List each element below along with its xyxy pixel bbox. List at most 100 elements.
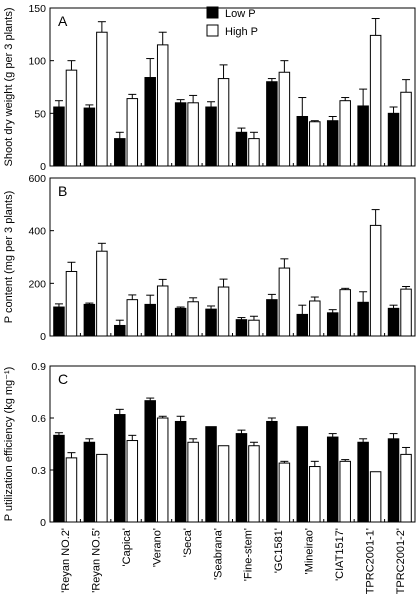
bar-high-p — [217, 445, 230, 523]
bar-high-p — [65, 270, 78, 337]
bar-low-p — [326, 312, 339, 337]
bar-low-p — [235, 131, 248, 167]
bar-high-p — [126, 299, 139, 337]
bar-low-p — [205, 308, 217, 337]
bar-low-p — [144, 400, 156, 523]
bar-high-p — [156, 417, 169, 523]
bar-high-p — [217, 78, 230, 167]
bar-low-p — [266, 299, 278, 337]
bar-low-p — [357, 441, 369, 523]
bar-high-p — [126, 98, 139, 167]
category-label: 'Verano' — [151, 528, 163, 567]
y-tick-label: 0 — [40, 331, 46, 343]
panel-b: 0 200 400 600 B P content (mg per 3 plants) — [3, 173, 416, 343]
bar-high-p — [309, 466, 321, 523]
bar-high-p — [248, 445, 260, 523]
bar-high-p — [369, 224, 382, 337]
bar-low-p — [114, 138, 126, 167]
bar-low-p — [235, 433, 248, 523]
panel-a: 0 50 100 150 A Shoot dry weight (g per 3 plan… — [3, 3, 416, 173]
bar-high-p — [400, 288, 412, 337]
category-label: 'Mineirao' — [304, 528, 316, 574]
legend: Low P High P — [206, 6, 258, 38]
bar-low-p — [144, 77, 156, 167]
bar-high-p — [187, 102, 199, 167]
category-label: 'Reyan NO.2' — [60, 528, 72, 593]
bar-high-p — [96, 31, 108, 167]
category-label: 'Reyan NO.5' — [91, 528, 103, 593]
bar-low-p — [266, 81, 278, 167]
bar-high-p — [126, 440, 139, 523]
category-label: 'TPRC2001-2' — [395, 528, 407, 594]
bar-high-p — [278, 462, 291, 523]
y-tick-label: 0.6 — [31, 413, 46, 425]
y-tick-label: 0.9 — [31, 361, 46, 373]
bar-low-p — [83, 441, 96, 523]
bar-high-p — [156, 285, 169, 337]
bar-low-p — [53, 106, 65, 167]
category-axis-labels: 'Reyan NO.2' 'Reyan NO.5' 'Capica' 'Verano'… — [60, 528, 407, 594]
panel-label: C — [58, 371, 68, 387]
y-tick-label: 0 — [40, 517, 46, 529]
bar-high-p — [187, 301, 199, 337]
bar-low-p — [357, 105, 369, 167]
bar-low-p — [296, 115, 309, 167]
bar-high-p — [339, 289, 351, 337]
y-tick-label: 150 — [28, 3, 46, 15]
category-label: 'TPRC2001-1' — [364, 528, 376, 594]
y-tick-label: 400 — [28, 226, 46, 238]
panel-c: 0 0.3 0.6 0.9 C P utilization efficiency (kg … — [3, 361, 416, 529]
bar-low-p — [174, 307, 187, 337]
bar-high-p — [187, 441, 199, 523]
bar-high-p — [309, 300, 321, 337]
bar-high-p — [400, 453, 412, 523]
bar-high-p — [369, 471, 382, 523]
y-tick-label: 0 — [40, 161, 46, 173]
bar-high-p — [339, 100, 351, 167]
bar-high-p — [400, 91, 412, 167]
bar-high-p — [65, 69, 78, 167]
y-tick-label: 600 — [28, 173, 46, 185]
y-axis-title: P utilization efficiency (kg mg⁻¹) — [3, 367, 15, 522]
panel-label: B — [58, 183, 67, 199]
panel-label: A — [58, 13, 68, 29]
bar-high-p — [156, 44, 169, 167]
y-tick-label: 100 — [28, 56, 46, 68]
y-tick-label: 200 — [28, 278, 46, 290]
y-axis-title: Shoot dry weight (g per 3 plants) — [3, 8, 15, 167]
bar-low-p — [235, 319, 248, 337]
bar-low-p — [83, 303, 96, 337]
category-label: 'Fine-stem' — [243, 528, 255, 581]
bar-high-p — [248, 138, 260, 167]
bar-high-p — [369, 34, 382, 167]
bar-low-p — [144, 303, 156, 337]
bar-low-p — [387, 307, 400, 337]
bar-low-p — [326, 436, 339, 523]
category-label: 'CIAT1517' — [334, 528, 346, 581]
bar-low-p — [53, 434, 65, 523]
legend-swatch-high-p — [206, 24, 219, 37]
y-tick-label: 50 — [34, 108, 46, 120]
bar-low-p — [83, 107, 96, 167]
bar-high-p — [339, 460, 351, 523]
y-axis-title: P content (mg per 3 plants) — [3, 191, 15, 323]
bar-high-p — [96, 250, 108, 337]
bar-high-p — [278, 267, 291, 337]
bar-high-p — [309, 121, 321, 167]
bar-high-p — [217, 286, 230, 337]
category-label: 'Seabrana' — [212, 528, 224, 580]
bar-high-p — [96, 453, 108, 523]
y-tick-label: 0.3 — [31, 465, 46, 477]
bar-low-p — [387, 112, 400, 167]
bar-low-p — [205, 426, 217, 523]
category-label: 'Capica' — [121, 528, 133, 566]
bar-low-p — [174, 420, 187, 523]
bar-high-p — [278, 71, 291, 167]
bar-low-p — [114, 414, 126, 523]
bar-low-p — [266, 420, 278, 523]
bar-low-p — [296, 426, 309, 523]
bar-low-p — [114, 324, 126, 337]
bar-low-p — [296, 313, 309, 337]
bar-high-p — [248, 319, 260, 337]
